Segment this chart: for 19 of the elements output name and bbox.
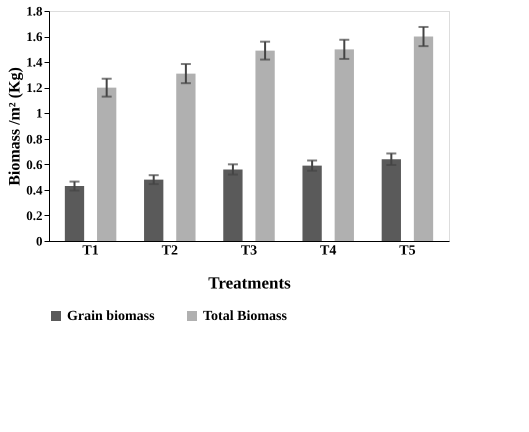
y-tick-label: 0.2 xyxy=(26,208,42,223)
y-tick-label: 1 xyxy=(36,106,42,121)
x-tick-label: T3 xyxy=(240,244,258,258)
y-tick-label: 1.2 xyxy=(26,80,42,96)
legend-label: Grain biomass xyxy=(67,309,156,324)
x-axis-title: Treatments xyxy=(208,274,292,292)
y-tick-label: 1.4 xyxy=(26,54,43,70)
y-tick-label: 0.4 xyxy=(26,182,43,198)
y-tick-label: 1.6 xyxy=(26,29,43,44)
y-tick-label: 1.8 xyxy=(26,4,43,18)
x-tick-label: T1 xyxy=(82,244,99,258)
x-tick-label: T2 xyxy=(162,244,178,258)
legend-label: Total Biomass xyxy=(203,309,288,324)
y-tick-label: 0.6 xyxy=(26,156,43,172)
y-tick-label: 0 xyxy=(36,234,42,248)
x-tick-label: T4 xyxy=(320,244,336,258)
y-tick-label: 0.8 xyxy=(26,131,43,146)
y-axis-title: Biomass /m² (Kg) xyxy=(6,67,24,186)
x-tick-label: T5 xyxy=(399,244,416,258)
